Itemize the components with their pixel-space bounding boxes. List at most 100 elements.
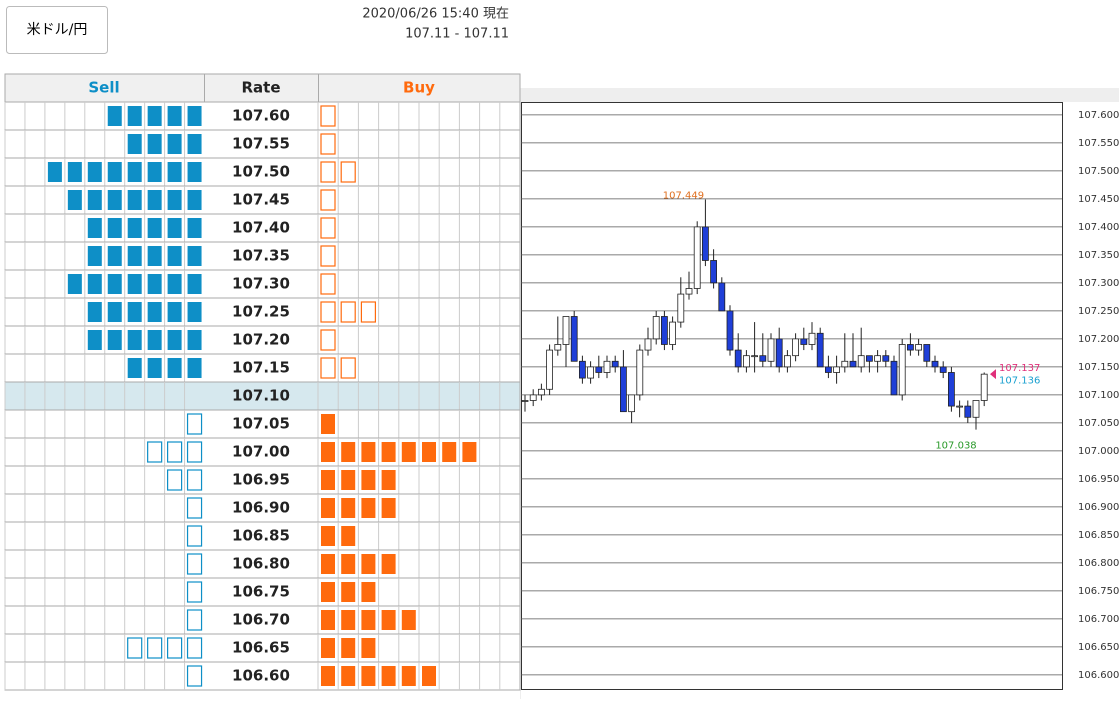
candle-body [636,349,644,396]
order-box [340,161,356,183]
candle-body [857,355,865,368]
y-tick-label: 106.600 [1078,670,1119,681]
order-box [147,358,162,378]
order-box [127,134,142,154]
candle-body [710,260,717,284]
y-tick-label: 107.000 [1078,446,1119,457]
order-box [186,609,203,631]
order-box [187,106,202,126]
row [4,409,521,439]
order-box [361,610,376,630]
order-box [442,442,457,462]
order-box [147,274,162,294]
order-box [320,133,336,155]
order-box [341,442,356,462]
order-box [167,274,182,294]
order-box [167,469,183,491]
order-box [167,218,182,238]
order-box [341,666,356,686]
order-box [462,442,477,462]
candle-body [743,355,750,368]
order-box [361,442,376,462]
candle-body [980,373,988,401]
order-box [320,105,336,127]
order-box [87,190,102,210]
order-box [107,330,122,350]
order-box [186,497,203,519]
y-tick-label: 107.350 [1078,250,1119,261]
order-box [381,666,396,686]
candle-body [595,366,603,373]
order-box [186,525,203,547]
row [4,577,521,607]
order-box [320,357,336,379]
order-box [127,330,142,350]
order-box [127,162,142,182]
candle-body [923,344,931,362]
row [4,129,521,159]
order-box [167,358,182,378]
y-tick-label: 107.250 [1078,306,1119,317]
order-box [381,498,396,518]
rate: 107.05 [232,415,290,433]
order-box [127,190,142,210]
y-tick-label: 106.750 [1078,586,1119,597]
order-box [187,274,202,294]
order-box [107,302,122,322]
candle-body [800,338,808,345]
y-tick-label: 107.450 [1078,194,1119,205]
order-box [107,246,122,266]
order-box [321,610,335,630]
candle-body [784,355,791,368]
order-box [186,413,203,435]
order-box [361,582,376,602]
order-box [127,637,143,659]
order-box [127,358,142,378]
pair-button[interactable] [6,6,108,54]
y-tick-label: 106.900 [1078,502,1119,513]
ask-marker [990,369,996,380]
candle-body [685,288,693,295]
candle-body [579,360,586,379]
order-box [321,638,335,658]
rate: 107.20 [232,331,290,349]
order-box [341,610,356,630]
order-box [321,666,335,686]
pair-button-label[interactable]: 米ドル/円 [27,22,88,38]
candle-body [751,355,758,358]
order-box [147,246,162,266]
candle-body [759,355,767,362]
candle-body [669,321,676,345]
sell-header: Sell [88,79,119,97]
order-box [67,274,82,294]
order-box [187,358,202,378]
y-tick-label: 106.950 [1078,474,1119,485]
order-box [321,470,335,490]
buy-header: Buy [403,79,435,97]
y-tick-label: 107.400 [1078,222,1119,233]
rate: 107.10 [232,387,290,405]
rate: 106.90 [232,499,290,517]
rate: 107.25 [232,303,290,321]
rate: 106.85 [232,527,290,545]
y-tick-label: 106.650 [1078,642,1119,653]
candle-body [718,282,726,312]
order-box [422,666,436,686]
order-box [186,441,203,463]
order-box [87,302,102,322]
candle-body [546,349,553,390]
order-box [341,554,356,574]
order-box [341,526,356,546]
order-box [167,246,182,266]
candle-body [890,360,898,396]
candle-body [767,338,775,362]
order-box [361,470,376,490]
y-tick-label: 107.500 [1078,166,1119,177]
order-box [186,469,203,491]
order-box [320,189,336,211]
bid-label: 107.136 [999,376,1040,387]
y-tick-label: 107.600 [1078,110,1119,121]
candle-body [693,226,701,289]
order-box [401,610,416,630]
